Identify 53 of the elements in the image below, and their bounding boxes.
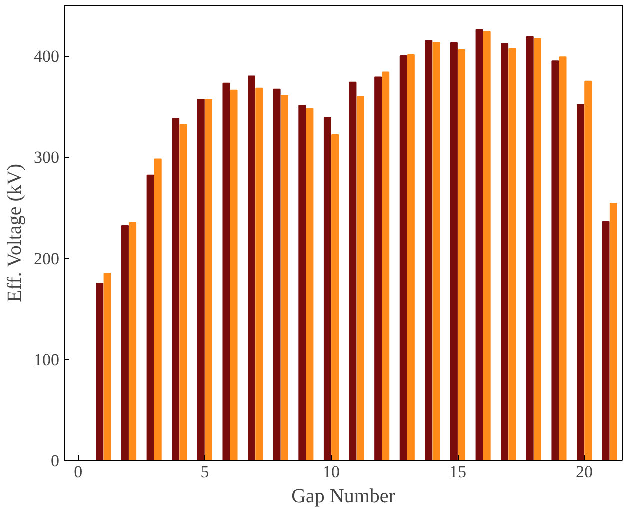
bar [104, 272, 112, 460]
y-tick-label: 300 [34, 148, 60, 168]
bar [610, 203, 618, 460]
bar [425, 40, 433, 460]
x-tick-label: 10 [322, 462, 340, 482]
bar [96, 283, 104, 460]
bar [306, 108, 314, 460]
y-axis-title: Eff. Voltage (kV) [4, 164, 26, 302]
bar [432, 42, 440, 460]
bar [273, 88, 281, 460]
bar [205, 99, 212, 460]
bar [332, 134, 339, 460]
bar [501, 43, 509, 460]
bar [483, 31, 491, 460]
bar [154, 158, 162, 460]
x-axis-title: Gap Number [292, 486, 396, 508]
bar [298, 105, 306, 460]
y-tick-label: 400 [34, 47, 60, 66]
bar [534, 38, 542, 460]
bar [256, 88, 264, 460]
x-tick-label: 5 [200, 462, 210, 482]
bar [508, 48, 516, 460]
bar [476, 29, 484, 460]
bar [577, 104, 584, 460]
bar [552, 60, 560, 460]
x-tick-label: 15 [450, 462, 467, 482]
bar [248, 76, 256, 460]
bar [450, 42, 458, 460]
bar [122, 225, 129, 460]
bar [559, 56, 567, 460]
bar [382, 72, 390, 460]
bar [526, 36, 534, 460]
bar [324, 117, 332, 460]
x-tick-label: 0 [74, 462, 83, 482]
bar [356, 96, 364, 460]
x-tick-label: 20 [576, 462, 594, 482]
bar [172, 118, 180, 460]
bar [349, 82, 357, 460]
bar [584, 80, 592, 460]
bar [197, 99, 205, 460]
bar [129, 222, 137, 460]
bar [374, 76, 382, 460]
bar [400, 56, 408, 460]
y-tick-label: 200 [34, 249, 60, 268]
bar [280, 94, 288, 460]
bar [602, 221, 610, 460]
bar [146, 174, 154, 460]
y-tick-label: 100 [34, 350, 60, 370]
bar [180, 124, 188, 460]
bar [222, 82, 230, 460]
bar [407, 54, 415, 460]
bar [458, 49, 466, 460]
bar [230, 90, 238, 460]
